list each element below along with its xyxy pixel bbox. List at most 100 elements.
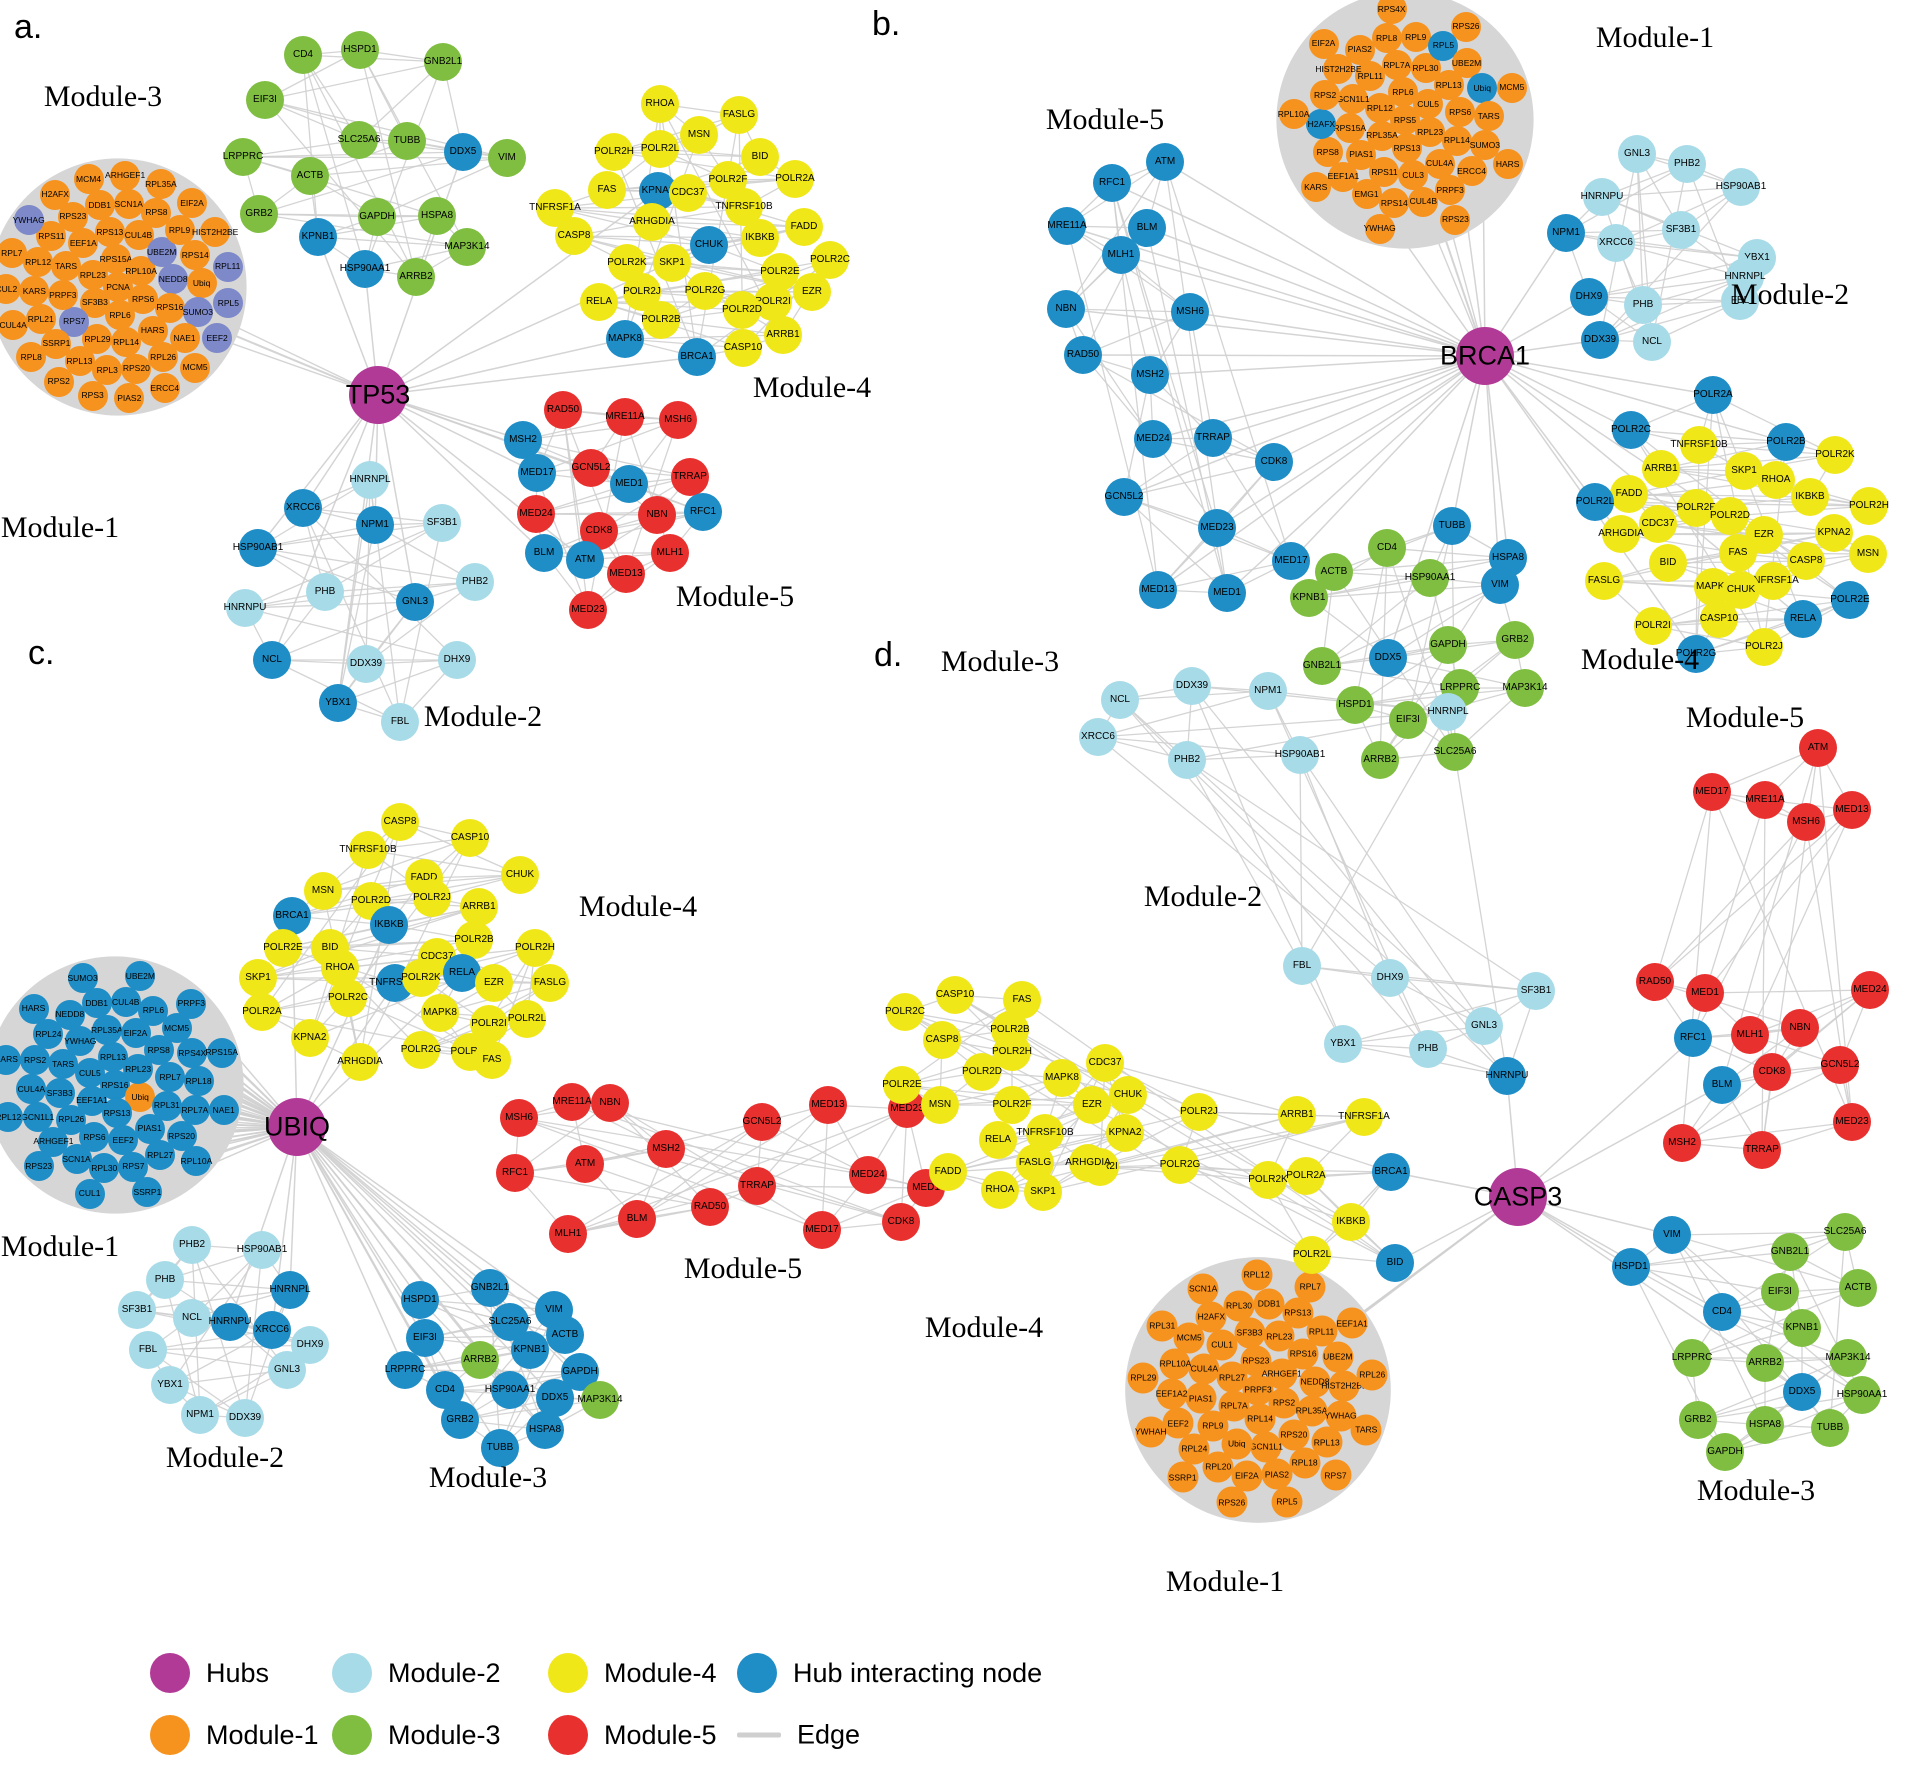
- node-NBN: NBN: [591, 1084, 629, 1122]
- node-RPL31: RPL31: [1146, 1310, 1178, 1342]
- node-RPL8: RPL8: [16, 342, 47, 373]
- node-RPL14: RPL14: [1441, 125, 1472, 156]
- node-GAPDH: GAPDH: [1429, 626, 1467, 664]
- node-MED13: MED13: [1139, 571, 1177, 609]
- node-NBN: NBN: [638, 496, 676, 534]
- node-POLR2L: POLR2L: [641, 130, 679, 168]
- node-DDX39: DDX39: [226, 1399, 264, 1437]
- legend-item-module-5: Module-5: [548, 1715, 717, 1755]
- node-MCM5: MCM5: [1173, 1322, 1205, 1354]
- node-SSRP1: SSRP1: [132, 1176, 163, 1207]
- node-RAD50: RAD50: [544, 391, 582, 429]
- node-KPNB1: KPNB1: [1290, 579, 1328, 617]
- module-label: Module-4: [924, 1311, 1044, 1344]
- node-UBE2M: UBE2M: [1322, 1341, 1354, 1373]
- node-MED1: MED1: [610, 465, 648, 503]
- node-GCN5L2: GCN5L2: [1821, 1046, 1859, 1084]
- node-FAS: FAS: [473, 1041, 511, 1079]
- node-MRE11A: MRE11A: [605, 398, 645, 436]
- node-RPS20: RPS20: [121, 353, 152, 384]
- node-ATM: ATM: [566, 541, 604, 579]
- node-GNB2L1: GNB2L1: [1771, 1233, 1809, 1271]
- node-BLM: BLM: [525, 534, 563, 572]
- node-MAPK8: MAPK8: [1043, 1059, 1081, 1097]
- node-MED24: MED24: [1851, 971, 1889, 1009]
- node-RPS13: RPS13: [94, 216, 125, 247]
- node-CASP10: CASP10: [936, 976, 974, 1014]
- node-MSH2: MSH2: [1131, 356, 1169, 394]
- node-CDK8: CDK8: [882, 1203, 920, 1241]
- node-MSH6: MSH6: [1171, 293, 1209, 331]
- node-CD4: CD4: [1368, 529, 1406, 567]
- node-TNFRSF1A: TNFRSF1A: [1338, 1098, 1390, 1136]
- node-SCN1A: SCN1A: [1187, 1273, 1219, 1305]
- node-SUMO3: SUMO3: [68, 963, 98, 994]
- node-POLR2G: POLR2G: [401, 1031, 441, 1069]
- node-RPL21: RPL21: [25, 304, 56, 335]
- node-RPL8: RPL8: [1371, 23, 1402, 54]
- node-RPL7: RPL7: [1294, 1271, 1326, 1303]
- node-CASP8: CASP8: [381, 803, 419, 841]
- node-MAP3K14: MAP3K14: [1825, 1339, 1871, 1377]
- node-YWHAG: YWHAG: [64, 1026, 96, 1057]
- node-NBN: NBN: [1781, 1009, 1819, 1047]
- node-POLR2L: POLR2L: [1576, 483, 1614, 521]
- node-EIF2A: EIF2A: [1231, 1460, 1263, 1492]
- node-RPL9: RPL9: [164, 215, 195, 246]
- node-RPL12: RPL12: [0, 1102, 24, 1133]
- node-RHOA: RHOA: [641, 85, 679, 123]
- node-KARS: KARS: [0, 1044, 22, 1075]
- legend-label: Edge: [797, 1719, 861, 1750]
- node-UBE2M: UBE2M: [125, 961, 156, 992]
- legend-item-module-4: Module-4: [548, 1653, 717, 1693]
- node-RPS23: RPS23: [1440, 204, 1471, 235]
- node-RPL18: RPL18: [1289, 1447, 1321, 1479]
- node-EIF3I: EIF3I: [1761, 1273, 1799, 1311]
- node-SLC25A6: SLC25A6: [1824, 1213, 1866, 1251]
- hub-node-CASP3: [1489, 1168, 1547, 1226]
- node-IKBKB: IKBKB: [370, 906, 408, 944]
- node-CUL1: CUL1: [1206, 1329, 1238, 1361]
- node-PRPF3: PRPF3: [47, 280, 78, 311]
- node-RPL6: RPL6: [1387, 77, 1418, 108]
- node-POLR2A: POLR2A: [775, 160, 815, 198]
- legend-item-module-1: Module-1: [150, 1715, 319, 1755]
- node-RELA: RELA: [443, 954, 481, 992]
- node-MCM5: MCM5: [1496, 72, 1527, 103]
- node-SF3B1: SF3B1: [1517, 972, 1555, 1010]
- module-label: Module-5: [675, 580, 795, 613]
- node-FAS: FAS: [1719, 534, 1757, 572]
- node-POLR2C: POLR2C: [810, 241, 850, 279]
- node-PRPF3: PRPF3: [1435, 175, 1466, 206]
- node-RPL29: RPL29: [1127, 1362, 1159, 1394]
- node-BID: BID: [1376, 1244, 1414, 1282]
- node-PIAS1: PIAS1: [1185, 1382, 1217, 1414]
- node-MAP3K14: MAP3K14: [577, 1381, 623, 1419]
- node-YBX1: YBX1: [319, 684, 357, 722]
- node-GNL3: GNL3: [396, 583, 434, 621]
- node-SLC25A6: SLC25A6: [1434, 733, 1476, 771]
- node-RPL27: RPL27: [145, 1140, 176, 1171]
- node-KPNB1: KPNB1: [1783, 1309, 1821, 1347]
- node-DDX39: DDX39: [1581, 321, 1619, 359]
- node-CHUK: CHUK: [501, 856, 539, 894]
- node-RPS26: RPS26: [1450, 11, 1481, 42]
- node-RPS7: RPS7: [118, 1151, 149, 1182]
- node-NCL: NCL: [1633, 323, 1671, 361]
- legend-label: Module-4: [604, 1657, 717, 1688]
- node-EIF3I: EIF3I: [246, 81, 284, 119]
- node-CDC37: CDC37: [669, 174, 707, 212]
- node-TRRAP: TRRAP: [1194, 419, 1232, 457]
- node-RPS16: RPS16: [154, 292, 185, 323]
- node-FADD: FADD: [785, 208, 823, 246]
- node-ARRB2: ARRB2: [397, 258, 435, 296]
- module-label: Module-5: [1045, 103, 1165, 136]
- node-POLR2E: POLR2E: [882, 1066, 922, 1104]
- node-RPL12: RPL12: [23, 247, 54, 278]
- node-RPL11: RPL11: [212, 251, 243, 282]
- node-RPL10A: RPL10A: [1278, 98, 1309, 129]
- node-CDC37: CDC37: [1086, 1044, 1124, 1082]
- node-RFC1: RFC1: [1093, 164, 1131, 202]
- node-NCL: NCL: [253, 641, 291, 679]
- node-NPM1: NPM1: [1249, 672, 1287, 710]
